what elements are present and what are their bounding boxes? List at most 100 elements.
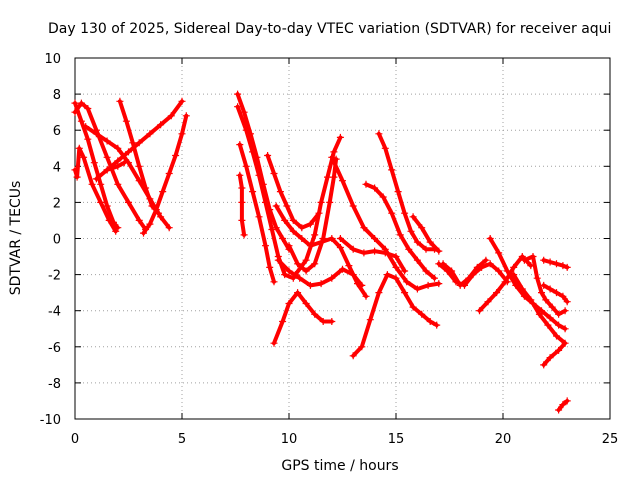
series-s29 (520, 253, 569, 318)
data-point (77, 99, 85, 107)
data-point (120, 159, 128, 167)
data-point (92, 175, 100, 183)
y-tick-label: 8 (53, 88, 61, 103)
data-point (555, 321, 563, 329)
data-point (328, 235, 336, 242)
data-point (563, 298, 571, 306)
data-point (298, 224, 306, 232)
data-point (407, 227, 415, 235)
y-tick-label: 2 (53, 196, 61, 211)
data-point (268, 226, 276, 233)
data-point (270, 278, 278, 286)
data-point (135, 162, 143, 170)
data-point (448, 267, 456, 275)
data-point (103, 137, 111, 145)
data-point (358, 343, 366, 351)
data-point (358, 281, 366, 289)
data-point (270, 339, 278, 347)
data-point (486, 235, 494, 242)
data-point (362, 180, 370, 188)
data-point (88, 180, 96, 188)
data-point (371, 235, 379, 242)
series-s23 (362, 180, 438, 282)
data-point (75, 144, 83, 152)
series-s19 (328, 153, 443, 293)
data-point (503, 267, 511, 275)
series-s21 (336, 235, 409, 275)
series-s3 (71, 144, 120, 235)
data-point (165, 224, 173, 232)
series-s22 (375, 130, 438, 253)
data-point (90, 159, 98, 167)
data-point (97, 198, 105, 206)
data-point (311, 231, 319, 239)
y-axis-title: SDTVAR / TECUs (8, 181, 24, 296)
data-point (291, 271, 299, 279)
data-point (146, 220, 154, 228)
data-point (234, 90, 242, 98)
series-line (73, 101, 120, 230)
data-point (92, 130, 100, 138)
series-s1 (71, 99, 122, 232)
x-axis-title: GPS time / hours (281, 458, 398, 474)
data-point (495, 249, 503, 257)
data-point (159, 188, 167, 196)
data-point (366, 316, 374, 324)
data-point (559, 401, 567, 409)
data-point (283, 202, 291, 210)
series-line (73, 146, 118, 234)
y-tick-label: -2 (48, 269, 61, 284)
series-s18 (291, 133, 344, 279)
data-point (538, 289, 545, 297)
data-point (339, 265, 346, 273)
data-point (326, 198, 334, 206)
data-point (142, 184, 150, 192)
data-point (264, 152, 272, 159)
data-point (330, 148, 338, 156)
y-tick-label: -4 (48, 305, 61, 320)
data-point (486, 260, 494, 268)
data-point (388, 166, 396, 174)
data-point (71, 108, 79, 116)
data-point (281, 216, 289, 224)
data-point (274, 256, 282, 264)
data-point (555, 406, 563, 414)
data-point (240, 108, 248, 116)
data-point (306, 281, 314, 289)
series-s27 (486, 235, 569, 333)
data-point (401, 289, 409, 297)
data-point (413, 256, 421, 264)
data-point (319, 235, 327, 242)
data-point (262, 198, 269, 206)
chart-title: Day 130 of 2025, Sidereal Day-to-day VTE… (48, 21, 611, 37)
data-point (135, 139, 143, 147)
data-point (379, 193, 387, 201)
y-tick-label: 0 (53, 233, 61, 248)
series-line (522, 254, 568, 317)
data-point (238, 184, 246, 192)
data-point (349, 202, 357, 210)
data-point (73, 173, 81, 181)
data-point (296, 274, 304, 282)
series-s8 (92, 159, 128, 183)
data-point (97, 180, 105, 188)
data-point (553, 260, 560, 268)
data-point (546, 285, 554, 293)
data-point (238, 216, 246, 224)
data-point (289, 216, 297, 224)
data-point (285, 242, 293, 250)
y-tick-label: 4 (53, 160, 61, 175)
data-point (84, 105, 92, 112)
data-point (394, 188, 402, 196)
data-point (401, 267, 409, 275)
x-tick-label: 5 (178, 432, 186, 447)
data-point (114, 162, 122, 170)
data-point (510, 271, 518, 279)
data-point (294, 260, 302, 268)
data-point (103, 166, 111, 174)
data-point (84, 135, 92, 143)
data-point (413, 238, 421, 246)
data-point (272, 202, 280, 210)
data-point (116, 97, 124, 105)
